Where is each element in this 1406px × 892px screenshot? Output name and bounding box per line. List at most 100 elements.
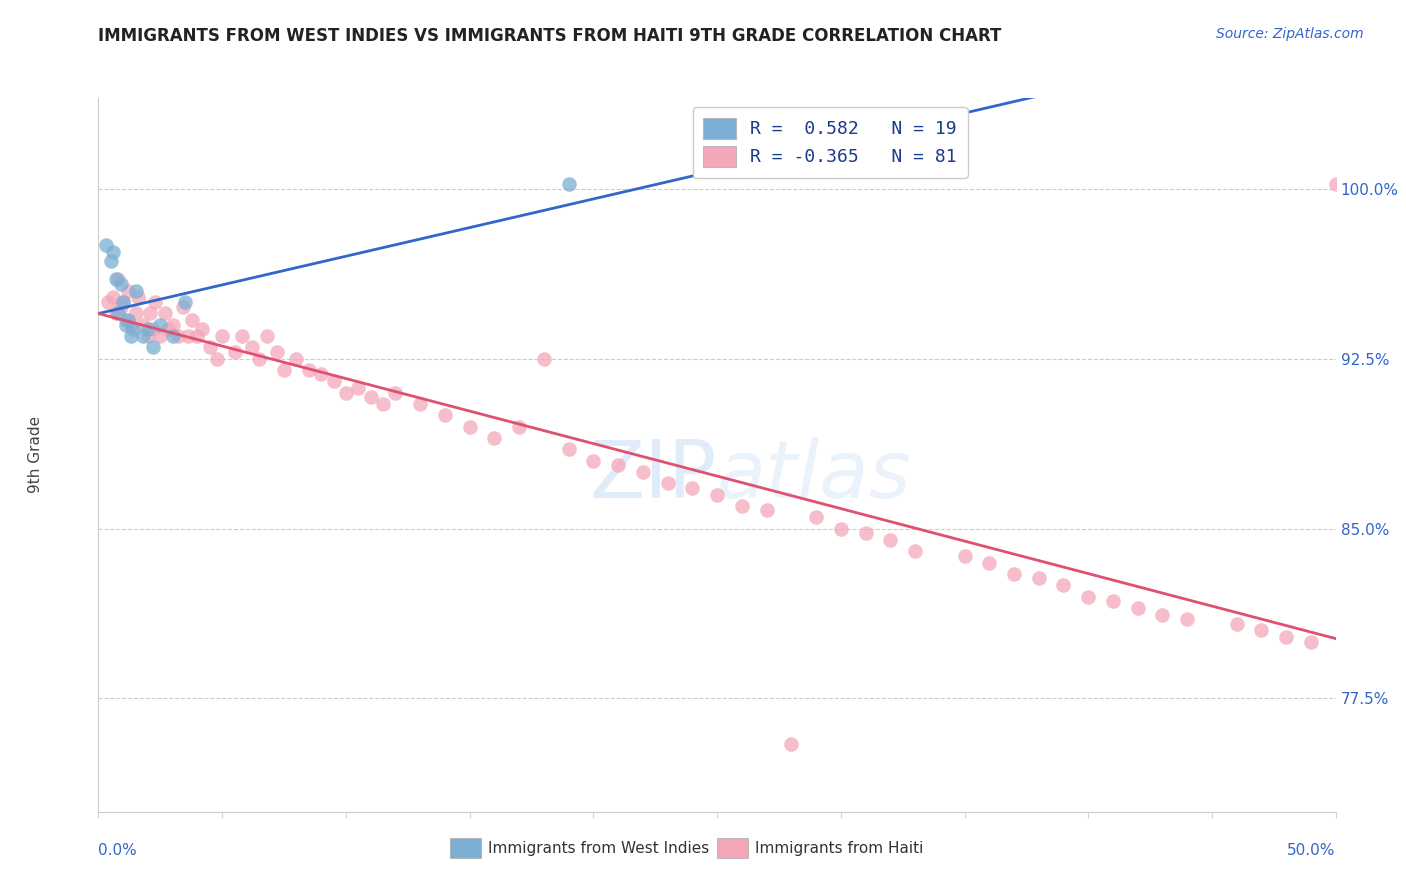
- Point: [266, 344, 288, 359]
- Point: [97, 295, 120, 310]
- Point: [256, 329, 278, 343]
- Point: [103, 245, 125, 260]
- Point: [1250, 624, 1272, 638]
- Point: [780, 737, 803, 751]
- Point: [1002, 566, 1025, 581]
- Point: [979, 556, 1001, 570]
- Point: [162, 329, 184, 343]
- Point: [181, 313, 204, 327]
- Point: [1126, 600, 1149, 615]
- Point: [1324, 178, 1347, 192]
- Point: [112, 295, 135, 310]
- Point: [107, 272, 129, 286]
- Point: [205, 351, 228, 366]
- Point: [186, 329, 208, 343]
- Point: [360, 390, 382, 404]
- Point: [124, 306, 146, 320]
- Point: [136, 329, 159, 343]
- Point: [1175, 612, 1198, 626]
- Point: [132, 329, 155, 343]
- Point: [110, 277, 132, 291]
- Point: [508, 419, 530, 434]
- Point: [149, 329, 172, 343]
- Point: [120, 329, 142, 343]
- Text: Immigrants from Haiti: Immigrants from Haiti: [755, 841, 924, 855]
- Point: [681, 481, 703, 495]
- Point: [104, 272, 127, 286]
- Point: [94, 238, 117, 252]
- Point: [198, 340, 221, 354]
- Point: [706, 487, 728, 501]
- Point: [172, 300, 194, 314]
- Point: [1275, 630, 1298, 644]
- Point: [879, 533, 901, 547]
- Point: [904, 544, 927, 558]
- Point: [1102, 594, 1125, 608]
- Point: [1152, 607, 1174, 622]
- Text: 50.0%: 50.0%: [1288, 843, 1336, 858]
- Point: [176, 329, 198, 343]
- Point: [335, 385, 357, 400]
- Point: [162, 318, 184, 332]
- Point: [533, 351, 555, 366]
- Point: [142, 322, 165, 336]
- Point: [120, 318, 142, 332]
- Point: [104, 306, 127, 320]
- Point: [953, 549, 976, 563]
- Point: [657, 476, 679, 491]
- Point: [110, 300, 132, 314]
- Point: [433, 409, 456, 423]
- Point: [114, 318, 136, 332]
- Point: [582, 453, 605, 467]
- Point: [155, 306, 177, 320]
- Point: [347, 381, 370, 395]
- Text: 9th Grade: 9th Grade: [28, 417, 42, 493]
- Point: [143, 295, 166, 310]
- Point: [557, 442, 579, 457]
- Text: 0.0%: 0.0%: [98, 843, 138, 858]
- Text: Immigrants from West Indies: Immigrants from West Indies: [488, 841, 709, 855]
- Point: [100, 254, 122, 268]
- Point: [557, 178, 579, 192]
- Point: [1052, 578, 1074, 592]
- Point: [117, 284, 139, 298]
- Point: [136, 322, 159, 336]
- Point: [309, 368, 332, 382]
- Text: ZIP: ZIP: [589, 437, 717, 516]
- Point: [132, 318, 155, 332]
- Point: [384, 385, 406, 400]
- Point: [142, 340, 165, 354]
- Point: [458, 419, 481, 434]
- Point: [855, 526, 877, 541]
- Point: [830, 522, 852, 536]
- Point: [247, 351, 270, 366]
- Point: [409, 397, 432, 411]
- Point: [804, 510, 827, 524]
- Point: [240, 340, 263, 354]
- Point: [231, 329, 253, 343]
- Point: [631, 465, 654, 479]
- Point: [103, 290, 125, 304]
- Point: [122, 322, 145, 336]
- Point: [607, 458, 630, 472]
- Point: [1077, 590, 1099, 604]
- Point: [156, 322, 179, 336]
- Point: [755, 503, 778, 517]
- Point: [731, 499, 754, 513]
- Point: [298, 363, 321, 377]
- Point: [285, 351, 308, 366]
- Point: [1226, 616, 1249, 631]
- Point: [112, 295, 135, 310]
- Text: IMMIGRANTS FROM WEST INDIES VS IMMIGRANTS FROM HAITI 9TH GRADE CORRELATION CHART: IMMIGRANTS FROM WEST INDIES VS IMMIGRANT…: [98, 27, 1002, 45]
- Point: [211, 329, 233, 343]
- Text: Source: ZipAtlas.com: Source: ZipAtlas.com: [1216, 27, 1364, 41]
- Point: [127, 290, 149, 304]
- Point: [114, 313, 136, 327]
- Point: [371, 397, 394, 411]
- Point: [322, 374, 344, 388]
- Point: [166, 329, 188, 343]
- Point: [139, 306, 162, 320]
- Point: [117, 313, 139, 327]
- Point: [107, 306, 129, 320]
- Point: [191, 322, 214, 336]
